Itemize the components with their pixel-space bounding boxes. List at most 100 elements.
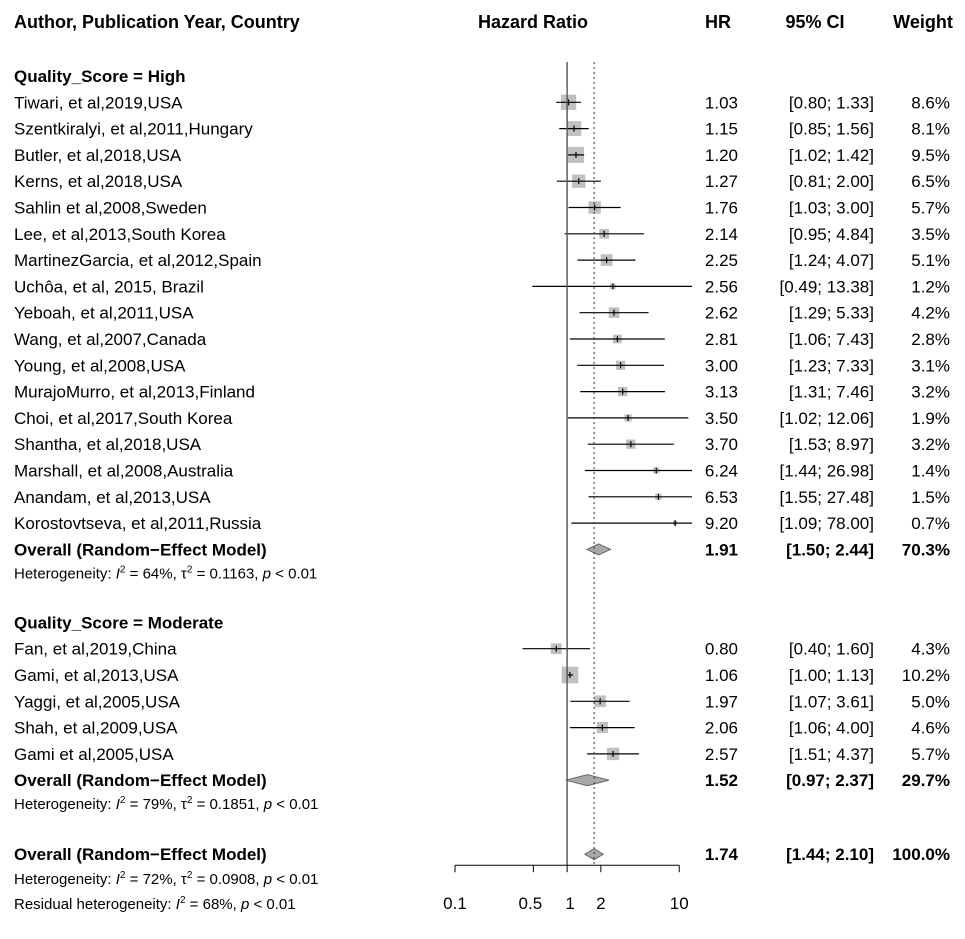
ci-value: [1.24; 4.07] [789,251,874,270]
weight-value: 8.1% [911,120,950,139]
overall-ci-value: [1.50; 2.44] [786,540,874,559]
hr-value: 3.70 [705,435,738,454]
weight-value: 4.2% [911,304,950,323]
study-label: Shantha, et al,2018,USA [14,435,202,454]
ci-value: [1.00; 1.13] [789,666,874,685]
ci-value: [0.95; 4.84] [789,225,874,244]
ci-value: [1.29; 5.33] [789,304,874,323]
hr-value: 3.13 [705,383,738,402]
study-label: Szentkiralyi, et al,2011,Hungary [14,120,253,139]
overall-diamond [585,543,612,556]
weight-value: 4.3% [911,640,950,659]
overall-weight-value: 70.3% [902,540,950,559]
ci-value: [1.03; 3.00] [789,199,874,218]
ci-value: [1.09; 78.00] [779,514,874,533]
study-label: Shah, et al,2009,USA [14,719,178,738]
header-hazard-ratio: Hazard Ratio [478,12,588,32]
hr-value: 1.20 [705,146,738,165]
overall-hr-value: 1.91 [705,540,738,559]
study-label: Kerns, et al,2018,USA [14,172,183,191]
study-label: MurajoMurro, et al,2013,Finland [14,383,255,402]
group-label: Quality_Score = High [14,67,185,86]
hr-value: 1.06 [705,666,738,685]
ci-value: [0.49; 13.38] [779,277,874,296]
forest-rows: Quality_Score = High Tiwari, et al,2019,U… [14,62,950,913]
x-tick-label: 2 [596,894,605,913]
overall-ci-value: [1.44; 2.10] [786,845,874,864]
overall-label: Overall (Random−Effect Model) [14,845,267,864]
study-label: Yeboah, et al,2011,USA [14,304,194,323]
hr-value: 1.03 [705,93,738,112]
group-heterogeneity: Heterogeneity: I2 = 79%, τ2 = 0.1851, p … [14,795,318,813]
overall-heterogeneity: Heterogeneity: I2 = 72%, τ2 = 0.0908, p … [14,870,318,888]
weight-value: 5.1% [911,251,950,270]
hr-value: 1.76 [705,199,738,218]
hr-value: 1.15 [705,120,738,139]
weight-value: 0.7% [911,514,950,533]
hr-value: 3.50 [705,409,738,428]
study-label: Lee, et al,2013,South Korea [14,225,226,244]
weight-value: 5.0% [911,692,950,711]
hr-value: 1.27 [705,172,738,191]
overall-hr-value: 1.74 [705,845,739,864]
weight-value: 3.2% [911,435,950,454]
header-ci: 95% CI [785,12,844,32]
overall-label: Overall (Random−Effect Model) [14,771,267,790]
hr-value: 2.56 [705,277,738,296]
ci-value: [1.44; 26.98] [779,462,874,481]
overall-weight-value: 29.7% [902,771,950,790]
overall-label: Overall (Random−Effect Model) [14,540,267,559]
x-tick-label: 0.5 [519,894,543,913]
ci-value: [0.85; 1.56] [789,120,874,139]
ci-value: [1.51; 4.37] [789,745,874,764]
study-label: Gami, et al,2013,USA [14,666,179,685]
study-label: Butler, et al,2018,USA [14,146,182,165]
ci-value: [1.06; 7.43] [789,330,874,349]
header-weight: Weight [893,12,953,32]
study-label: Tiwari, et al,2019,USA [14,93,183,112]
hr-value: 2.57 [705,745,738,764]
weight-value: 9.5% [911,146,950,165]
weight-value: 8.6% [911,93,950,112]
study-label: Fan, et al,2019,China [14,640,177,659]
study-label: Anandam, et al,2013,USA [14,488,211,507]
hr-value: 6.53 [705,488,738,507]
ci-value: [1.02; 12.06] [779,409,874,428]
weight-value: 3.1% [911,356,950,375]
residual-heterogeneity: Residual heterogeneity: I2 = 68%, p < 0.… [14,895,296,913]
hr-value: 1.97 [705,692,738,711]
ci-value: [1.07; 3.61] [789,692,874,711]
hr-value: 9.20 [705,514,738,533]
study-label: Choi, et al,2017,South Korea [14,409,233,428]
ci-value: [0.80; 1.33] [789,93,874,112]
hr-value: 2.25 [705,251,738,270]
group-heterogeneity: Heterogeneity: I2 = 64%, τ2 = 0.1163, p … [14,564,317,582]
overall-hr-value: 1.52 [705,771,738,790]
ci-value: [1.06; 4.00] [789,719,874,738]
study-label: Yaggi, et al,2005,USA [14,692,181,711]
study-label: Korostovtseva, et al,2011,Russia [14,514,262,533]
ci-value: [1.23; 7.33] [789,356,874,375]
study-label: Uchôa, et al, 2015, Brazil [14,277,204,296]
weight-value: 5.7% [911,199,950,218]
weight-value: 10.2% [902,666,950,685]
weight-value: 1.2% [911,277,950,296]
study-label: MartinezGarcia, et al,2012,Spain [14,251,262,270]
weight-value: 5.7% [911,745,950,764]
weight-value: 4.6% [911,719,950,738]
weight-value: 1.5% [911,488,950,507]
ci-value: [1.55; 27.48] [779,488,874,507]
study-label: Sahlin et al,2008,Sweden [14,199,207,218]
study-label: Gami et al,2005,USA [14,745,174,764]
study-label: Young, et al,2008,USA [14,356,186,375]
hr-value: 2.14 [705,225,738,244]
hr-value: 6.24 [705,462,738,481]
weight-value: 3.5% [911,225,950,244]
x-tick-label: 1 [565,894,574,913]
weight-value: 1.9% [911,409,950,428]
header-hr: HR [705,12,731,32]
hr-value: 2.06 [705,719,738,738]
overall-weight-value: 100.0% [892,845,950,864]
x-tick-label: 10 [670,894,689,913]
